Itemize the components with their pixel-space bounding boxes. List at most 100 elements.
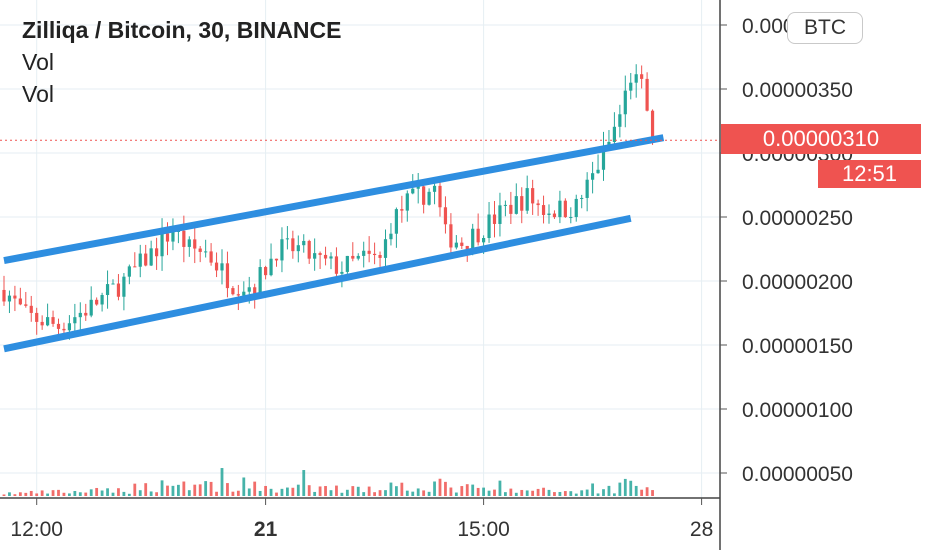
- volume-bar: [73, 490, 77, 496]
- volume-bar: [444, 481, 447, 496]
- volume-bar: [454, 492, 458, 496]
- volume-bar: [547, 489, 551, 496]
- candle-body: [351, 255, 355, 259]
- candle-body: [596, 169, 600, 174]
- volume-bar: [62, 492, 66, 496]
- volume-bar: [144, 483, 148, 496]
- volume-bar: [166, 485, 169, 496]
- candle-body: [40, 321, 44, 326]
- candle-body: [171, 231, 175, 242]
- volume-bar: [329, 490, 333, 496]
- volume-bar: [384, 490, 387, 496]
- candle-body: [476, 228, 480, 243]
- volume-indicator-label[interactable]: Vol: [22, 81, 54, 107]
- candle-body: [46, 317, 50, 326]
- candle-body: [411, 188, 415, 194]
- volume-bar: [68, 493, 71, 496]
- volume-bar: [498, 480, 502, 496]
- volume-bar: [138, 490, 142, 496]
- volume-bar: [493, 489, 496, 496]
- candle-body: [449, 224, 453, 248]
- candle-body: [247, 287, 251, 292]
- candle-body: [105, 284, 110, 296]
- volume-bar: [18, 492, 22, 496]
- candle-body: [482, 237, 486, 243]
- volume-bar: [373, 492, 376, 496]
- volume-bar: [607, 485, 611, 496]
- y-tick-label: 0.00000200: [742, 271, 853, 294]
- x-axis[interactable]: 12:00 21 15:00 28: [10, 498, 713, 541]
- candle-body: [193, 239, 197, 249]
- candle-body: [264, 267, 268, 276]
- candle-body: [138, 253, 142, 267]
- candle-body: [623, 90, 627, 115]
- candle-body: [432, 185, 437, 192]
- candle-body: [601, 145, 606, 170]
- candle-body: [2, 289, 6, 302]
- volume-bar: [634, 485, 638, 496]
- volume-bar: [318, 486, 322, 496]
- volume-bar: [340, 492, 344, 496]
- volume-bar: [8, 492, 11, 496]
- candle-body: [563, 200, 567, 218]
- candle-body: [155, 248, 159, 257]
- volume-bar: [187, 490, 191, 496]
- candle-body: [509, 204, 513, 214]
- x-tick-label: 21: [254, 518, 278, 541]
- candle-body: [378, 255, 382, 258]
- candle-body: [62, 328, 66, 331]
- volume-bar: [378, 490, 382, 496]
- candle-body: [280, 239, 284, 261]
- channel-lower-line: [3, 214, 632, 353]
- volume-bar: [531, 490, 535, 496]
- candle-body: [547, 213, 551, 215]
- volume-bar: [177, 484, 180, 496]
- candle-body: [580, 197, 584, 199]
- volume-bar: [220, 468, 224, 496]
- currency-chip[interactable]: BTC: [787, 12, 863, 44]
- volume-bar: [171, 485, 175, 496]
- volume-bar: [520, 489, 524, 496]
- volume-bar: [629, 480, 633, 496]
- candle-body: [618, 114, 622, 127]
- volume-bar: [302, 470, 306, 496]
- candle-body: [465, 245, 469, 250]
- candle-body: [313, 253, 317, 259]
- volume-bar: [389, 482, 393, 496]
- volume-bar: [651, 490, 654, 496]
- symbol-title[interactable]: Zilliqa / Bitcoin, 30, BINANCE: [22, 17, 342, 43]
- candle-body: [318, 253, 322, 255]
- candle-body: [95, 299, 99, 305]
- volume-bar: [24, 492, 28, 496]
- volume-indicator-label[interactable]: Vol: [22, 49, 54, 75]
- x-tick-label: 15:00: [457, 518, 510, 541]
- candle-body: [204, 251, 208, 253]
- candle-body: [29, 305, 33, 313]
- candle-body: [389, 233, 393, 240]
- volume-bar: [613, 493, 616, 496]
- candle-body: [253, 287, 257, 297]
- y-axis[interactable]: 0.000004000.000003500.000003000.00000250…: [720, 15, 853, 486]
- candle-body: [214, 262, 219, 271]
- volume-bar: [160, 480, 164, 496]
- candle-body: [149, 248, 153, 266]
- candle-body: [198, 248, 202, 252]
- candle-body: [362, 250, 366, 256]
- candle-body: [111, 283, 115, 285]
- candle-body: [340, 271, 344, 274]
- volume-bar: [226, 483, 229, 496]
- volume-bar: [209, 481, 213, 496]
- chart-legend: Zilliqa / Bitcoin, 30, BINANCE Vol Vol: [22, 14, 341, 110]
- candle-body: [536, 203, 540, 206]
- candle-body: [73, 317, 77, 324]
- volume-bar: [100, 490, 104, 496]
- volume-bar: [117, 488, 120, 496]
- candle-body: [258, 267, 262, 297]
- volume-bar: [198, 484, 202, 496]
- volume-bar: [258, 490, 262, 496]
- volume-bar: [553, 492, 556, 496]
- candle-body: [438, 185, 442, 208]
- volume-bar: [367, 486, 371, 496]
